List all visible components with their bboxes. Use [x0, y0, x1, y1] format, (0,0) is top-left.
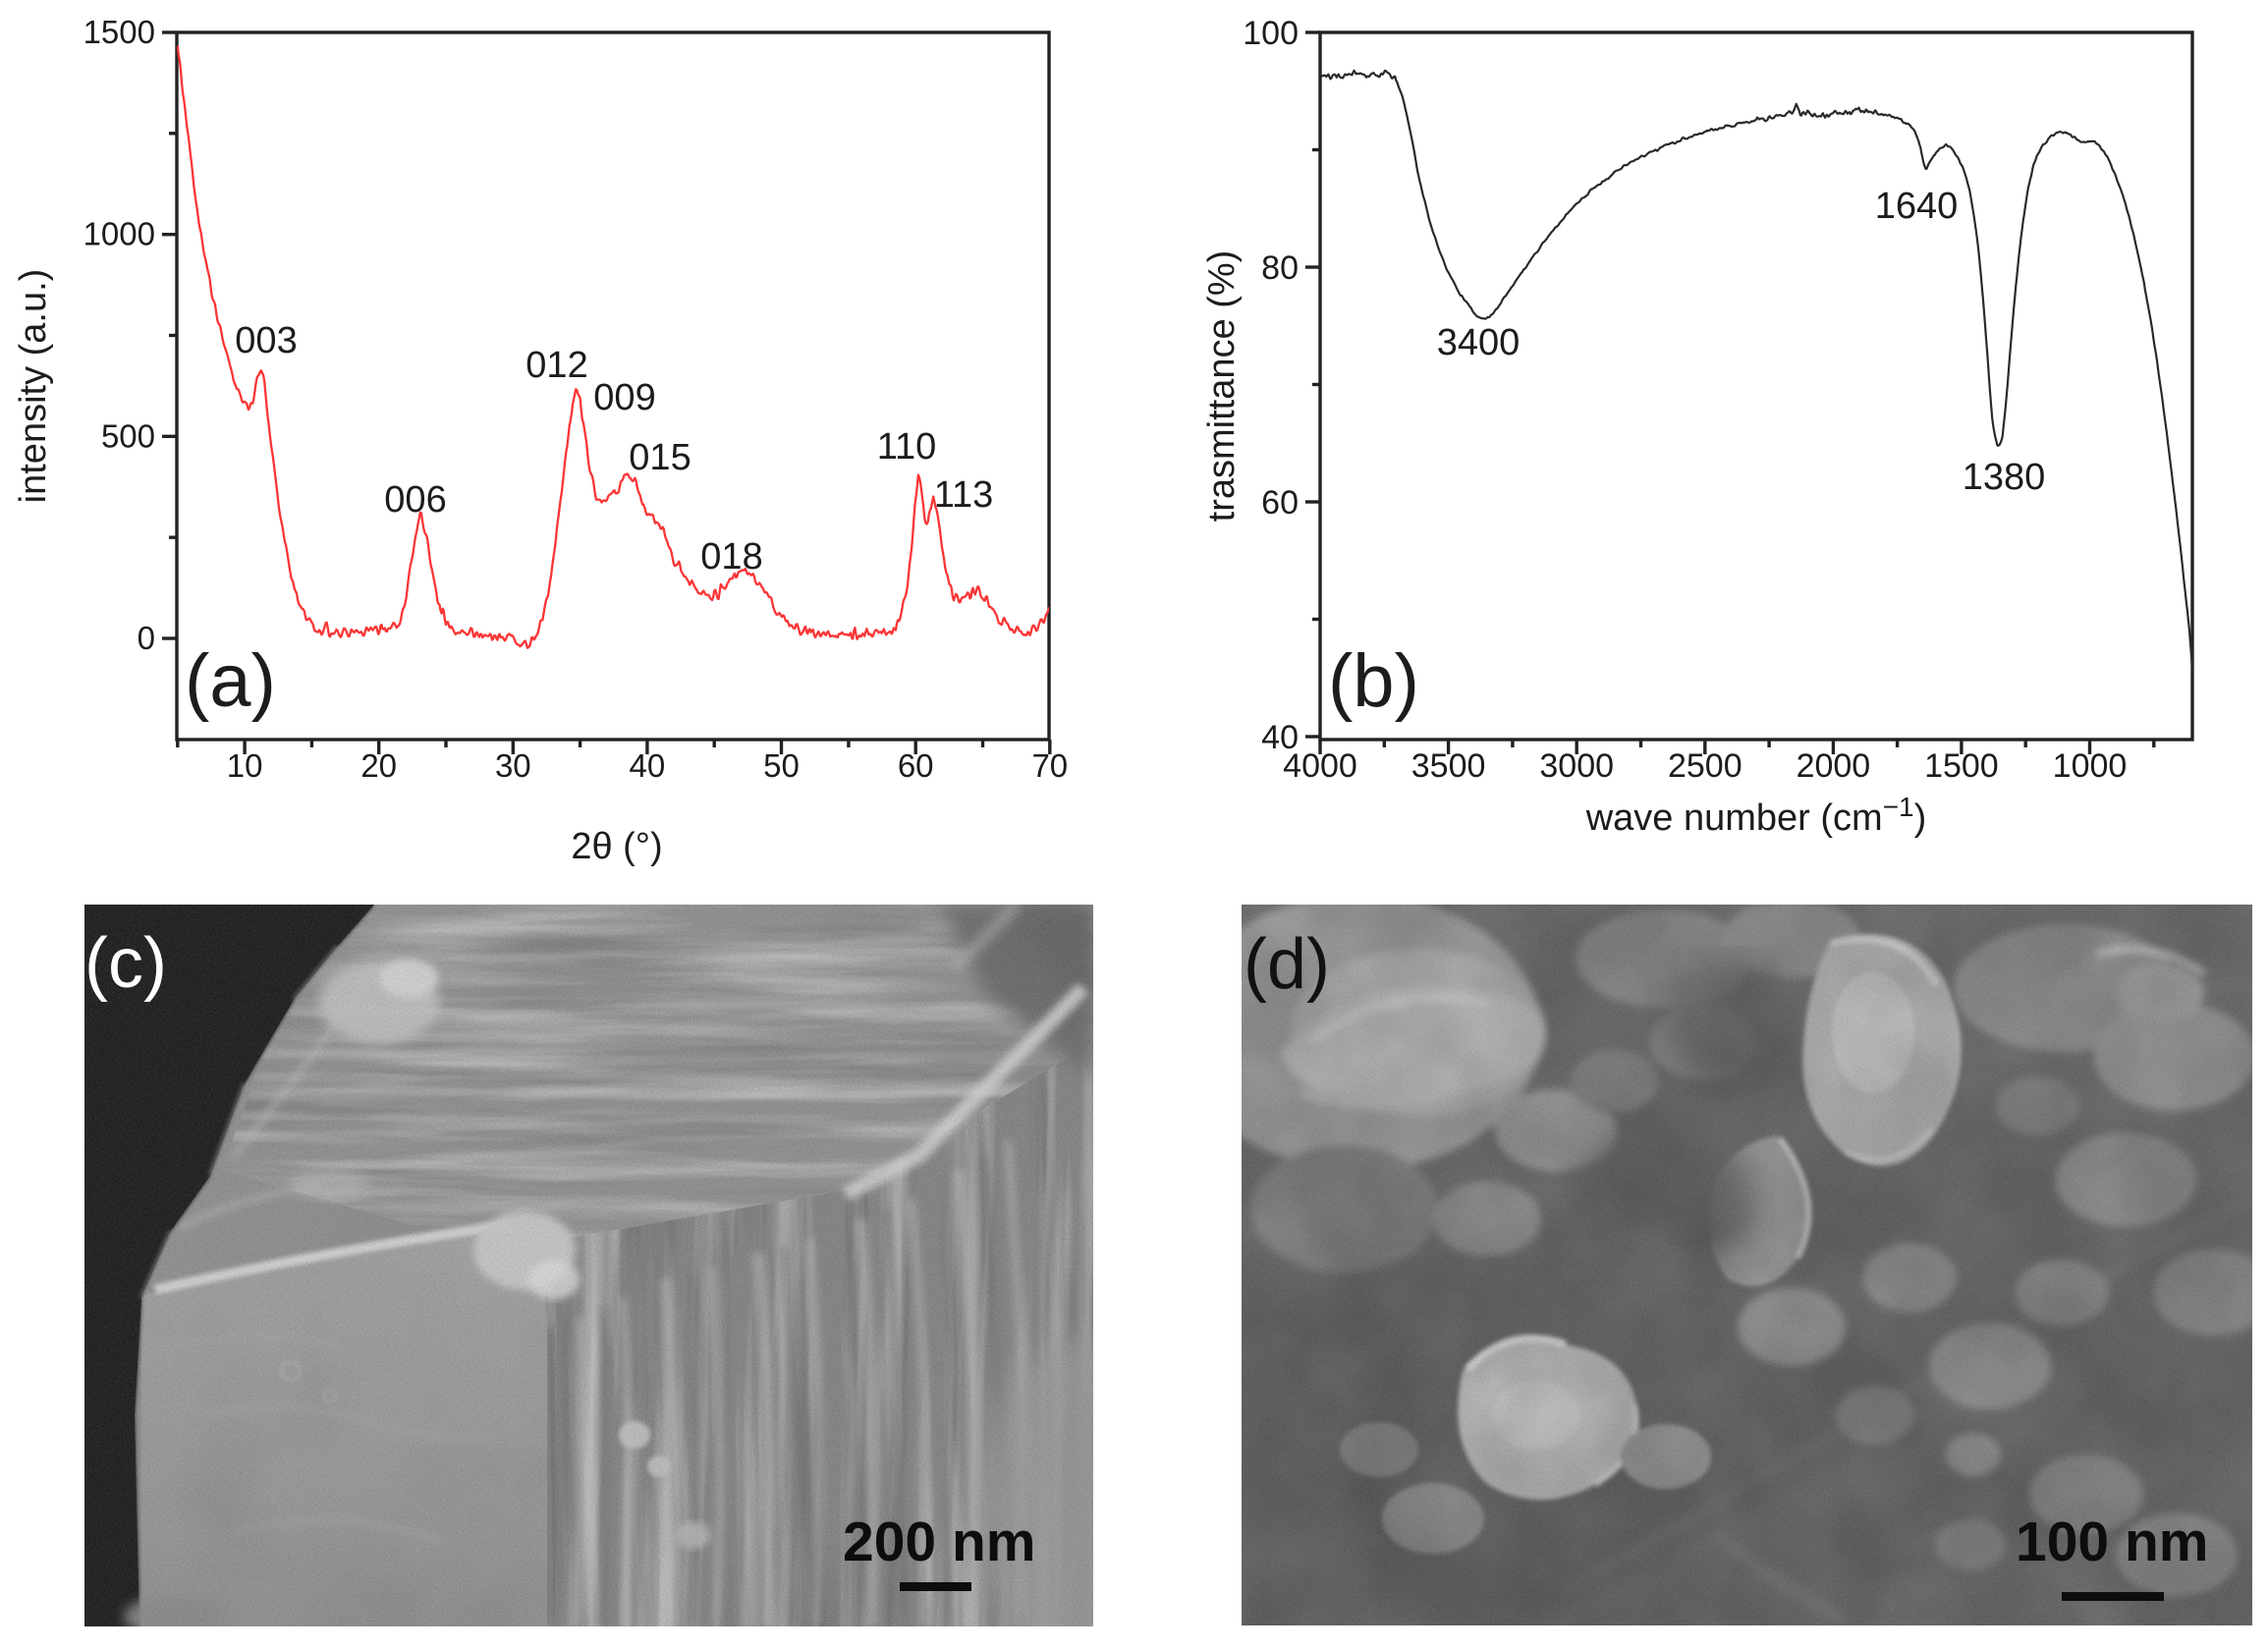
svg-text:015: 015: [629, 437, 691, 478]
svg-text:2500: 2500: [1668, 747, 1742, 785]
svg-text:006: 006: [384, 479, 446, 521]
svg-text:40: 40: [630, 747, 666, 784]
svg-text:113: 113: [934, 474, 994, 516]
svg-text:70: 70: [1031, 747, 1068, 784]
svg-text:60: 60: [898, 747, 934, 784]
svg-text:110: 110: [877, 426, 937, 468]
svg-text:100 nm: 100 nm: [2016, 1511, 2208, 1573]
svg-text:30: 30: [495, 747, 531, 784]
svg-text:80: 80: [1261, 249, 1299, 287]
svg-text:2θ (°): 2θ (°): [571, 826, 662, 867]
svg-text:40: 40: [1261, 719, 1299, 756]
svg-text:2000: 2000: [1797, 747, 1871, 785]
svg-text:100: 100: [1243, 15, 1299, 52]
svg-text:0: 0: [138, 620, 155, 656]
svg-text:(a): (a): [185, 639, 276, 723]
svg-text:10: 10: [227, 747, 263, 784]
svg-text:1380: 1380: [1963, 457, 2046, 498]
svg-text:1000: 1000: [83, 216, 155, 252]
svg-text:3400: 3400: [1437, 322, 1521, 363]
svg-text:012: 012: [526, 345, 587, 386]
svg-text:500: 500: [101, 417, 155, 454]
svg-text:50: 50: [763, 747, 800, 784]
svg-text:3000: 3000: [1539, 747, 1614, 785]
svg-text:1500: 1500: [83, 14, 155, 50]
svg-text:(d): (d): [1244, 925, 1330, 1004]
svg-text:trasmittance (%): trasmittance (%): [1201, 250, 1243, 523]
svg-text:1000: 1000: [2053, 747, 2128, 785]
svg-text:3500: 3500: [1411, 747, 1486, 785]
svg-text:intensity (a.u.): intensity (a.u.): [13, 269, 54, 504]
svg-text:(b): (b): [1328, 639, 1419, 723]
svg-text:018: 018: [700, 536, 762, 578]
svg-text:20: 20: [360, 747, 397, 784]
svg-text:003: 003: [235, 320, 297, 361]
svg-text:1500: 1500: [1924, 747, 1999, 785]
svg-text:60: 60: [1261, 484, 1299, 522]
svg-text:(c): (c): [84, 924, 167, 1003]
svg-text:200 nm: 200 nm: [843, 1511, 1035, 1573]
svg-text:1640: 1640: [1875, 186, 1959, 227]
svg-text:009: 009: [593, 377, 655, 418]
svg-text:wave number (cm−1): wave number (cm−1): [1585, 792, 1927, 839]
svg-text:4000: 4000: [1283, 747, 1357, 785]
